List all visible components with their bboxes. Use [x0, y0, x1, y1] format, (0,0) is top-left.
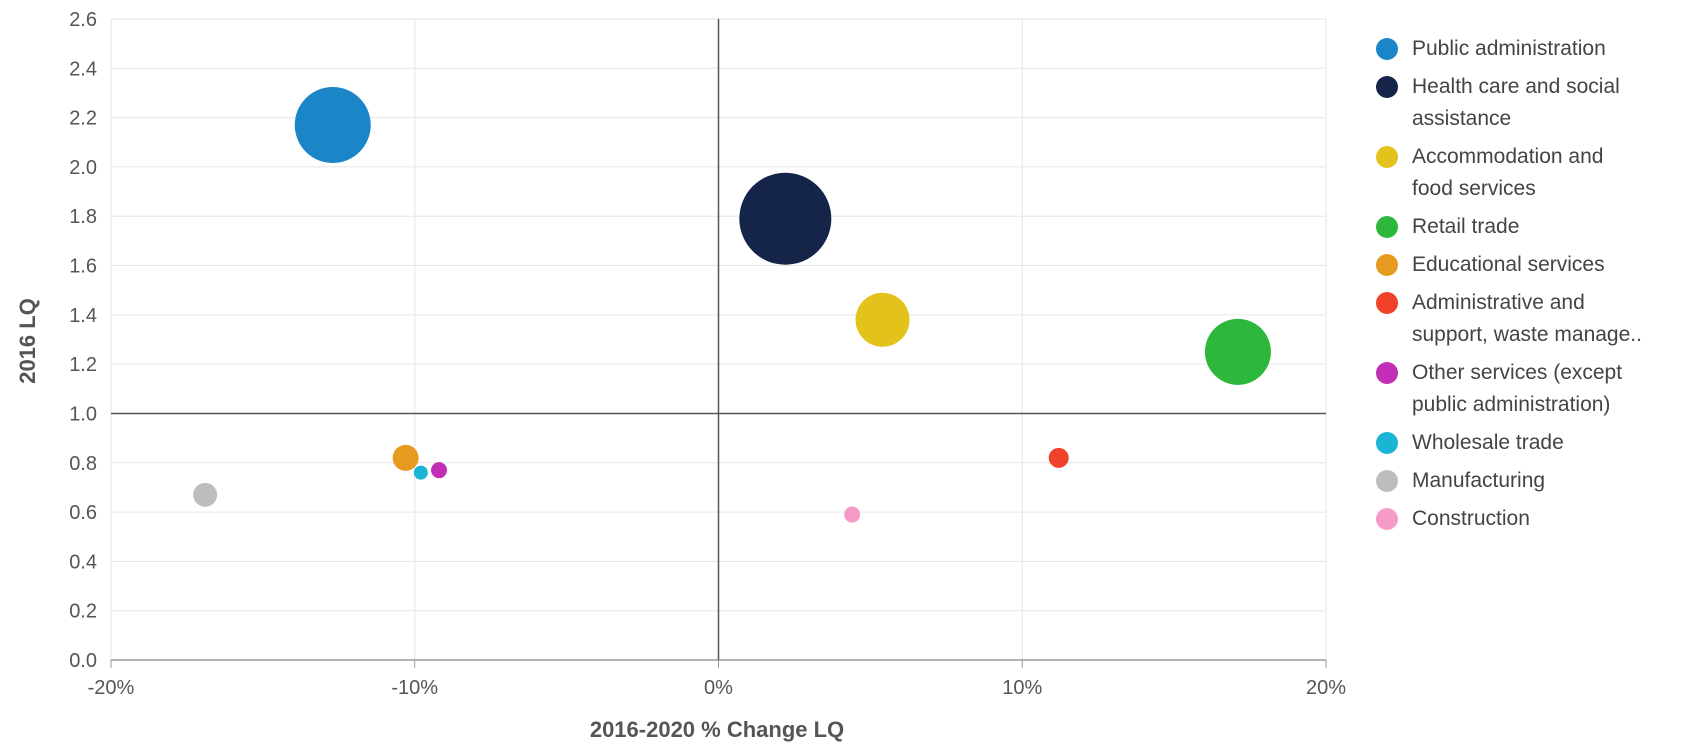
- bubble-point[interactable]: [739, 172, 832, 265]
- y-tick-label: 2.0: [69, 157, 97, 179]
- legend-item[interactable]: Administrative and support, waste manage…: [1376, 287, 1676, 351]
- bubble-point[interactable]: [1204, 318, 1271, 385]
- x-axis-ticks: -20% -10% 0% 10% 20%: [88, 677, 1347, 699]
- y-tick-label: 0.2: [69, 601, 97, 623]
- legend-label: Other services (except public administra…: [1412, 361, 1623, 416]
- bubble-point[interactable]: [431, 462, 448, 479]
- legend-item[interactable]: Other services (except public administra…: [1376, 357, 1676, 421]
- y-tick-label: 1.8: [69, 206, 97, 228]
- y-tick-label: 1.6: [69, 256, 97, 278]
- y-axis-title: 2016 LQ: [15, 298, 40, 384]
- legend-label: Administrative and support, waste manage…: [1412, 291, 1642, 346]
- legend-label: Educational services: [1412, 253, 1605, 276]
- y-tick-label: 2.2: [69, 108, 97, 130]
- legend-swatch: [1376, 470, 1398, 492]
- legend-swatch: [1376, 38, 1398, 60]
- legend-swatch: [1376, 254, 1398, 276]
- legend: Public administration Health care and soc…: [1376, 33, 1676, 541]
- legend-swatch: [1376, 362, 1398, 384]
- bubble-point[interactable]: [844, 506, 861, 523]
- reference-lines: [111, 19, 1326, 660]
- legend-swatch: [1376, 146, 1398, 168]
- legend-item[interactable]: Manufacturing: [1376, 465, 1676, 497]
- legend-item[interactable]: Accommodation and food services: [1376, 141, 1676, 205]
- x-tick-label: 10%: [1002, 677, 1042, 699]
- y-tick-label: 1.4: [69, 305, 97, 327]
- legend-item[interactable]: Retail trade: [1376, 211, 1676, 243]
- x-tick-label: -20%: [88, 677, 135, 699]
- y-tick-label: 1.2: [69, 354, 97, 376]
- legend-item[interactable]: Wholesale trade: [1376, 427, 1676, 459]
- legend-swatch: [1376, 76, 1398, 98]
- bubble-point[interactable]: [193, 482, 218, 507]
- y-tick-label: 2.4: [69, 58, 97, 80]
- legend-label: Manufacturing: [1412, 469, 1546, 492]
- bubble-point[interactable]: [392, 444, 419, 471]
- x-axis-title: 2016-2020 % Change LQ: [590, 717, 844, 742]
- y-tick-label: 2.6: [69, 9, 97, 31]
- legend-item[interactable]: Construction: [1376, 503, 1676, 535]
- legend-label: Public administration: [1412, 37, 1606, 60]
- y-axis-ticks: 0.0 0.2 0.4 0.6 0.8 1.0 1.2 1.4 1.6 1.8 2.0 2.2 2.4 2…: [69, 9, 97, 672]
- legend-swatch: [1376, 508, 1398, 530]
- legend-swatch: [1376, 292, 1398, 314]
- y-tick-label: 0.4: [69, 551, 97, 573]
- legend-label: Construction: [1412, 507, 1530, 530]
- legend-label: Accommodation and food services: [1412, 145, 1604, 200]
- legend-item[interactable]: Public administration: [1376, 33, 1676, 65]
- legend-label: Retail trade: [1412, 215, 1520, 238]
- x-tick-label: 0%: [704, 677, 733, 699]
- y-tick-label: 0.6: [69, 502, 97, 524]
- bubble-point[interactable]: [294, 87, 371, 164]
- y-tick-label: 0.8: [69, 453, 97, 475]
- y-tick-label: 0.0: [69, 650, 97, 672]
- bubble-point[interactable]: [1048, 447, 1069, 468]
- legend-label: Health care and social assistance: [1412, 75, 1620, 130]
- x-tick-label: -10%: [391, 677, 438, 699]
- legend-item[interactable]: Health care and social assistance: [1376, 71, 1676, 135]
- legend-label: Wholesale trade: [1412, 431, 1564, 454]
- legend-swatch: [1376, 432, 1398, 454]
- legend-swatch: [1376, 216, 1398, 238]
- x-tick-label: 20%: [1306, 677, 1346, 699]
- y-tick-label: 1.0: [69, 403, 97, 425]
- bubble-point[interactable]: [855, 292, 910, 347]
- legend-item[interactable]: Educational services: [1376, 249, 1676, 281]
- bubbles: [193, 87, 1271, 523]
- bubble-point[interactable]: [413, 465, 428, 480]
